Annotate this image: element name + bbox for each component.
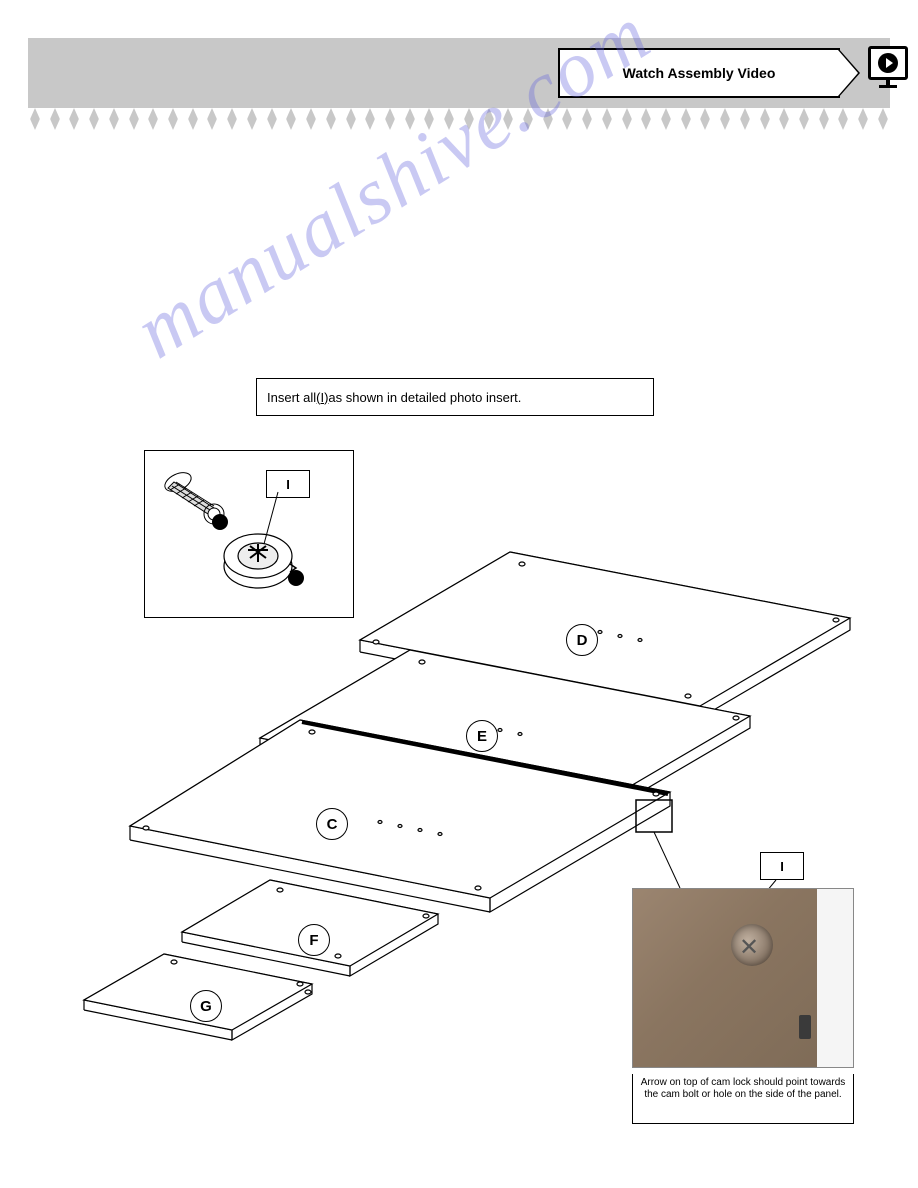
instruction-suffix: as shown in detailed photo insert. xyxy=(328,390,521,405)
instruction-box: Insert all (I) as shown in detailed phot… xyxy=(256,378,654,416)
detail-photo: ✕ xyxy=(632,888,854,1068)
panel-g-text: G xyxy=(200,998,212,1015)
panel-label-f: F xyxy=(298,924,330,956)
photo-white-edge xyxy=(817,889,853,1067)
panel-e-text: E xyxy=(477,728,487,745)
photo-caption-text: Arrow on top of cam lock should point to… xyxy=(641,1077,846,1100)
panel-label-c: C xyxy=(316,808,348,840)
diamond-divider xyxy=(28,108,890,130)
photo-cross-slot: ✕ xyxy=(739,933,759,962)
watch-arrow-fill xyxy=(838,50,858,96)
photo-caption-box: Arrow on top of cam lock should point to… xyxy=(632,1074,854,1124)
panel-label-g: G xyxy=(190,990,222,1022)
watch-video-label: Watch Assembly Video xyxy=(623,65,776,81)
instruction-prefix: Insert all xyxy=(267,390,316,405)
panel-label-d: D xyxy=(566,624,598,656)
photo-cam-bolt xyxy=(799,1015,811,1039)
play-triangle-icon xyxy=(886,58,893,68)
watch-video-button[interactable]: Watch Assembly Video xyxy=(558,48,840,98)
instruction-hw-ref: (I) xyxy=(316,390,328,405)
play-circle xyxy=(878,53,898,73)
panel-c-text: C xyxy=(327,816,338,833)
panel-label-e: E xyxy=(466,720,498,752)
play-video-icon[interactable] xyxy=(868,46,908,102)
detail-hw-label: I xyxy=(760,852,804,880)
monitor-base xyxy=(879,85,897,88)
detail-hw-text: I xyxy=(780,859,784,874)
panel-d-text: D xyxy=(577,632,588,649)
panel-f-text: F xyxy=(309,932,318,949)
monitor-screen xyxy=(868,46,908,80)
